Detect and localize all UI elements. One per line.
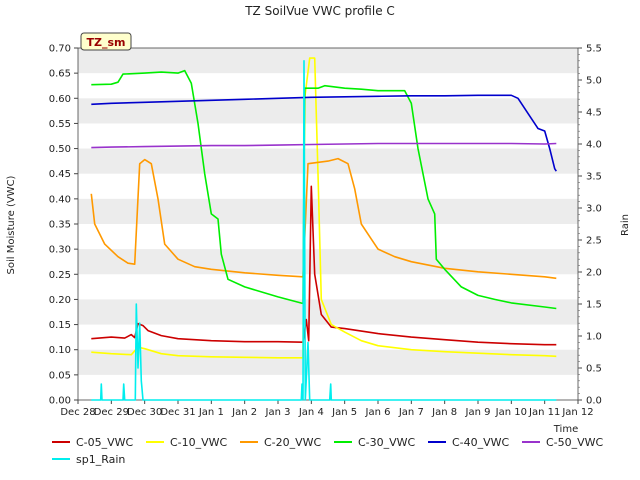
y-tick-label: 0.00 bbox=[49, 396, 71, 407]
grid-band bbox=[78, 249, 578, 275]
y2-tick-label: 1.5 bbox=[586, 300, 602, 311]
y2-tick-label: 3.0 bbox=[586, 204, 602, 215]
y-axis-left: 0.00 0.05 0.10 0.15 0.20 0.25 0.30 0.35 0.40 0.45… bbox=[49, 44, 78, 407]
x-tick-label: Jan 2 bbox=[231, 407, 257, 418]
y-tick-label: 0.45 bbox=[49, 169, 71, 180]
y-tick-label: 0.30 bbox=[49, 245, 71, 256]
x-tick-label: Jan 9 bbox=[465, 407, 491, 418]
y2-tick-label: 2.5 bbox=[586, 236, 602, 247]
y-tick-label: 0.35 bbox=[49, 220, 71, 231]
y-tick-label: 0.65 bbox=[49, 69, 71, 80]
y-axis-label: Soil Moisture (VWC) bbox=[6, 175, 17, 274]
y-tick-label: 0.25 bbox=[49, 270, 71, 281]
y2-tick-label: 5.5 bbox=[586, 44, 602, 55]
legend-item: C-10_VWC bbox=[146, 436, 227, 450]
legend-item: C-50_VWC bbox=[522, 436, 603, 450]
y2-tick-label: 2.0 bbox=[586, 268, 602, 279]
legend-item: C-20_VWC bbox=[240, 436, 321, 450]
chart-title: TZ SoilVue VWC profile C bbox=[244, 4, 395, 18]
legend-label: C-30_VWC bbox=[358, 436, 416, 449]
x-tick-label: Jan 3 bbox=[265, 407, 291, 418]
y-tick-label: 0.40 bbox=[49, 194, 71, 205]
legend-swatch bbox=[146, 441, 164, 443]
x-tick-label: Jan 5 bbox=[331, 407, 357, 418]
x-tick-label: Jan 4 bbox=[298, 407, 324, 418]
y-tick-label: 0.05 bbox=[49, 370, 71, 381]
legend-label: sp1_Rain bbox=[76, 453, 126, 466]
series-line-c-40-vwc bbox=[91, 94, 557, 172]
legend-label: C-20_VWC bbox=[264, 436, 322, 449]
x-tick-label: Jan 10 bbox=[495, 407, 527, 418]
y-tick-label: 0.10 bbox=[49, 345, 71, 356]
series-line-c-20-vwc bbox=[90, 157, 557, 280]
y-axis-right: 0.0 0.5 1.0 1.5 2.0 2.5 3.0 3.5 4.0 4.5 5.0 5.5 bbox=[578, 44, 602, 407]
legend-swatch bbox=[240, 441, 258, 443]
y2-tick-label: 1.0 bbox=[586, 332, 602, 343]
x-tick-label: Dec 31 bbox=[160, 407, 195, 418]
legend-swatch bbox=[52, 441, 70, 443]
y2-tick-label: 3.5 bbox=[586, 172, 602, 183]
grid-band bbox=[78, 198, 578, 224]
x-tick-label: Dec 28 bbox=[60, 407, 95, 418]
legend-swatch bbox=[428, 441, 446, 443]
legend-label: C-50_VWC bbox=[546, 436, 604, 449]
series-line-c-50-vwc bbox=[91, 142, 557, 149]
series-lines bbox=[90, 57, 557, 401]
y2-tick-label: 4.0 bbox=[586, 140, 602, 151]
series-line-c-10-vwc bbox=[91, 57, 557, 359]
x-tick-label: Jan 7 bbox=[398, 407, 424, 418]
legend-item: sp1_Rain bbox=[52, 453, 125, 467]
grid-band bbox=[78, 349, 578, 375]
x-tick-label: Jan 1 bbox=[198, 407, 224, 418]
station-label: TZ_sm bbox=[87, 36, 126, 49]
x-tick-label: Jan 8 bbox=[431, 407, 457, 418]
legend-label: C-40_VWC bbox=[452, 436, 510, 449]
y2-tick-label: 5.0 bbox=[586, 76, 602, 87]
y2-tick-label: 0.0 bbox=[586, 396, 602, 407]
legend-item: C-40_VWC bbox=[428, 436, 509, 450]
grid-band bbox=[78, 299, 578, 325]
y-tick-label: 0.60 bbox=[49, 94, 71, 105]
legend-swatch bbox=[522, 441, 540, 443]
y-tick-label: 0.20 bbox=[49, 295, 71, 306]
y-tick-label: 0.70 bbox=[49, 44, 71, 55]
y2-tick-label: 4.5 bbox=[586, 108, 602, 119]
x-tick-label: Dec 29 bbox=[94, 407, 129, 418]
legend-swatch bbox=[52, 458, 70, 460]
y2-axis-label: Rain bbox=[620, 214, 631, 236]
station-badge: TZ_sm bbox=[80, 32, 132, 51]
y-tick-label: 0.50 bbox=[49, 144, 71, 155]
legend-label: C-10_VWC bbox=[170, 436, 228, 449]
legend-item: C-05_VWC bbox=[52, 436, 133, 450]
grid-band bbox=[78, 48, 578, 74]
x-tick-label: Dec 30 bbox=[127, 407, 162, 418]
x-tick-label: Jan 6 bbox=[365, 407, 391, 418]
y-tick-label: 0.15 bbox=[49, 320, 71, 331]
series-line-sp1-rain bbox=[91, 59, 557, 401]
legend-item: C-30_VWC bbox=[334, 436, 415, 450]
x-tick-label: Jan 11 bbox=[528, 407, 560, 418]
x-tick-label: Jan 12 bbox=[561, 407, 593, 418]
x-axis-label: Time bbox=[553, 424, 578, 435]
y2-tick-label: 0.5 bbox=[586, 364, 602, 375]
legend-swatch bbox=[334, 441, 352, 443]
legend-label: C-05_VWC bbox=[76, 436, 134, 449]
y-tick-label: 0.55 bbox=[49, 119, 71, 130]
